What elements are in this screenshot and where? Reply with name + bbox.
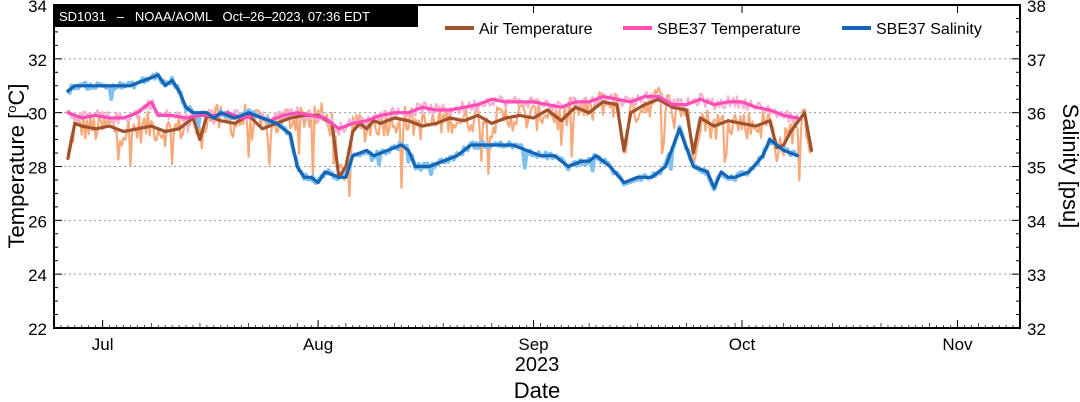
y-left-tick-label: 30 <box>28 105 47 124</box>
header-text: SD1031 – NOAA/AOML Oct–26–2023, 07:36 ED… <box>59 9 370 24</box>
series-lines <box>66 73 814 190</box>
y-right-tick-label: 38 <box>1027 0 1046 16</box>
legend-label-sbe37-temperature: SBE37 Temperature <box>657 21 801 38</box>
y-right-tick-label: 33 <box>1027 266 1046 285</box>
x-tick-label: Aug <box>303 335 333 354</box>
sbe37-temperature-line <box>66 94 800 131</box>
x-tick-label: Sep <box>518 335 548 354</box>
grid-lines <box>54 58 1020 275</box>
plot-frame <box>53 4 1021 329</box>
air-temperature-raw-trace <box>66 86 812 198</box>
y-right-tick-label: 36 <box>1027 105 1046 124</box>
y-left-tick-label: 26 <box>28 212 47 231</box>
y-right-tick-label: 37 <box>1027 51 1046 70</box>
sbe37-salinity-line <box>66 73 800 190</box>
y-left-tick-label: 22 <box>28 320 47 339</box>
y-left-tick-label: 34 <box>28 0 47 16</box>
x-axis-label: Date <box>514 378 560 402</box>
x-axis-year-label: 2023 <box>515 354 560 376</box>
legend-label-sbe37-salinity: SBE37 Salinity <box>876 21 982 38</box>
air-temperature-line <box>66 97 814 179</box>
legend-label-air-temperature: Air Temperature <box>479 21 593 38</box>
axes: 22 24 26 28 30 32 34 32 33 34 35 36 37 38 Jul Aug Sep Oct… <box>28 0 1046 354</box>
x-tick-label: Jul <box>92 335 114 354</box>
x-tick-label: Nov <box>942 335 973 354</box>
y-axis-right-label: Salinity [psu] <box>1058 104 1080 229</box>
y-right-tick-label: 34 <box>1027 212 1046 231</box>
header-background <box>54 5 418 27</box>
y-right-tick-label: 32 <box>1027 320 1046 339</box>
y-left-tick-label: 32 <box>28 51 47 70</box>
legend: Air Temperature SBE37 Temperature SBE37 … <box>445 21 982 38</box>
y-left-tick-label: 24 <box>28 266 47 285</box>
y-axis-left-label: Temperature [oC] <box>4 84 29 249</box>
y-left-tick-label: 28 <box>28 159 47 178</box>
x-tick-label: Oct <box>729 335 756 354</box>
y-right-tick-label: 35 <box>1027 159 1046 178</box>
